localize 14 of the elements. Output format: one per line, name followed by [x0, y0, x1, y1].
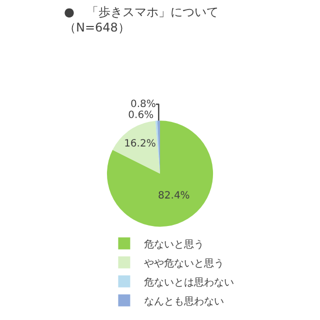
legend-label: やや危ないと思う: [144, 257, 224, 270]
data-label: 82.4%: [158, 190, 190, 202]
data-label: 0.8%: [130, 98, 156, 110]
pie-slice: [157, 120, 160, 174]
pie-slice: [155, 120, 160, 174]
legend-label: なんとも思わない: [144, 296, 224, 308]
pie-slice: [107, 120, 214, 227]
pie-slice: [112, 120, 160, 174]
data-label: 0.6%: [128, 110, 154, 121]
chart-title: ● 「歩きスマホ」について: [64, 5, 218, 19]
chart-subtitle: （N=648）: [64, 20, 130, 35]
legend-label: 危ないとは思わない: [144, 276, 234, 288]
legend-label: 危ないと思う: [144, 238, 204, 250]
data-label: 16.2%: [124, 138, 156, 150]
